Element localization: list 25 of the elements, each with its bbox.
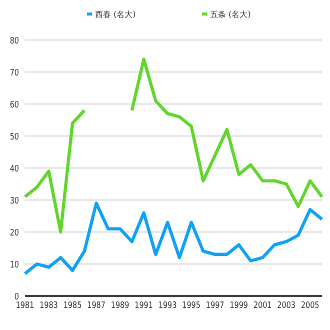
y-tick-label: 30 — [10, 194, 19, 206]
x-tick-label: 2005 — [300, 299, 320, 310]
legend-label: 西春 (名大) — [95, 10, 136, 19]
x-tick-label: 1997 — [206, 299, 224, 310]
y-tick-label: 0 — [14, 290, 19, 302]
y-tick-label: 20 — [10, 226, 19, 238]
x-tick-label: 1985 — [63, 299, 82, 310]
y-tick-label: 80 — [10, 34, 19, 46]
x-tick-label: 1993 — [158, 299, 177, 310]
x-tick-label: 1981 — [16, 299, 34, 310]
x-tick-label: 1983 — [40, 299, 58, 310]
x-tick-label: 1999 — [230, 299, 248, 310]
x-tick-label: 1987 — [87, 299, 106, 310]
y-tick-label: 10 — [10, 258, 19, 270]
line-series — [23, 202, 324, 276]
legend-label: 五条 (名大) — [210, 10, 251, 19]
y-tick-label: 40 — [10, 162, 19, 174]
y-tick-label: 60 — [10, 98, 19, 110]
x-tick-label: 1995 — [182, 299, 200, 310]
x-tick-label: 1989 — [110, 299, 130, 310]
y-tick-label: 70 — [10, 66, 19, 78]
x-tick-label: 2001 — [253, 299, 272, 310]
x-tick-label: 2003 — [277, 299, 296, 310]
x-tick-label: 1991 — [134, 299, 153, 310]
y-tick-label: 50 — [10, 130, 19, 142]
